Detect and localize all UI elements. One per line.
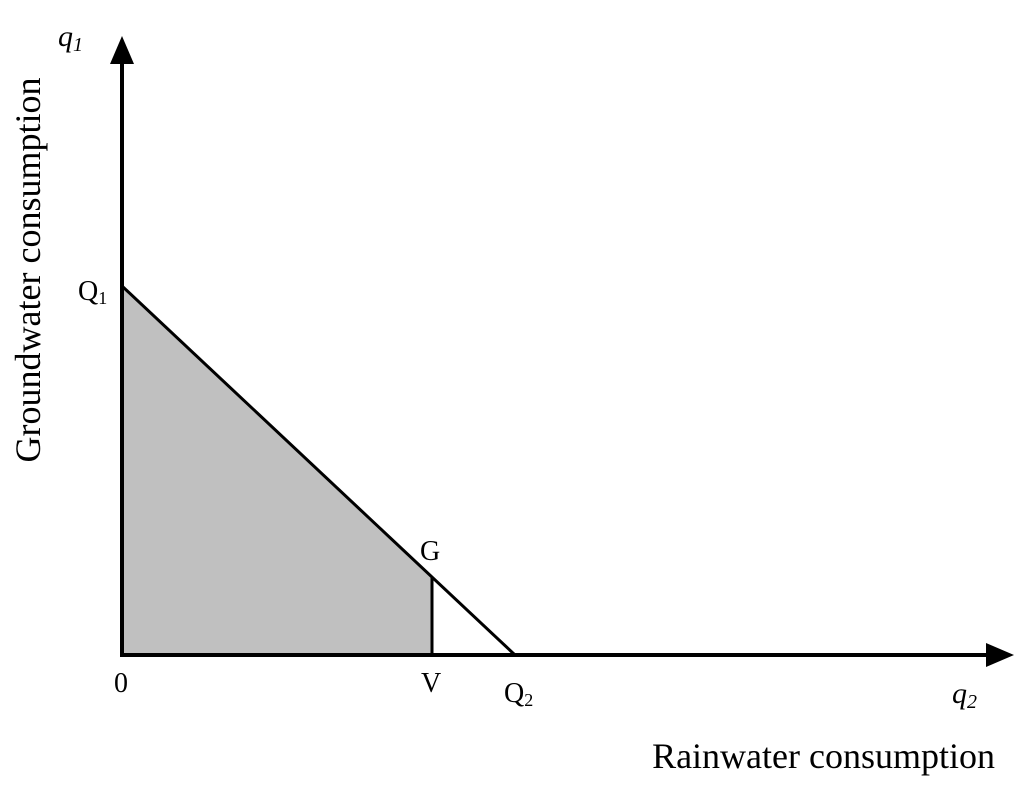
point-g-label: G [420, 536, 440, 567]
x-axis-arrowhead [986, 643, 1014, 667]
point-q2-label: Q2 [504, 678, 533, 710]
budget-line [120, 284, 517, 657]
origin-label: 0 [114, 668, 128, 699]
y-axis-arrowhead [110, 36, 134, 64]
x-axis-title: Rainwater consumption [652, 736, 995, 776]
y-axis-title: Groundwater consumption [8, 78, 48, 463]
x-axis-variable: q2 [952, 677, 977, 713]
y-axis-variable: q1 [58, 20, 83, 56]
shaded-region [122, 286, 432, 655]
point-v-label: V [421, 668, 441, 699]
point-q1-label: Q1 [78, 276, 107, 308]
